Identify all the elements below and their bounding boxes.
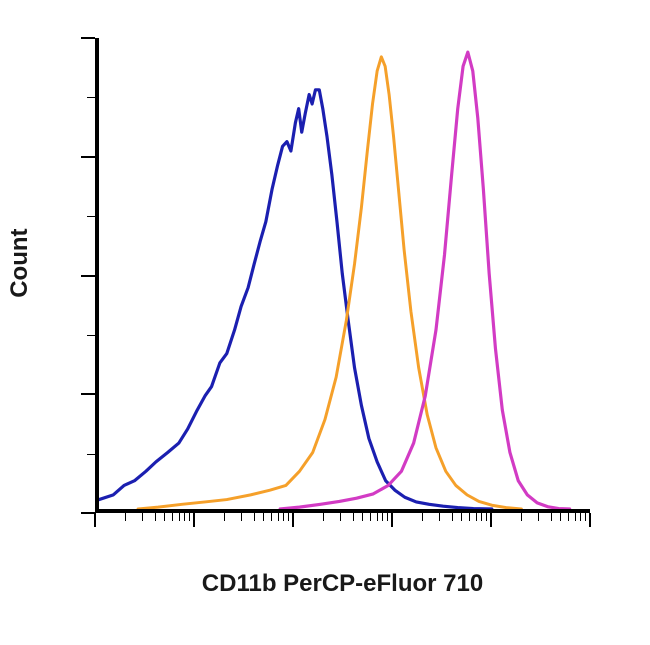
x-tick-minor (241, 513, 242, 521)
x-tick-minor (469, 513, 470, 521)
plot-svg (99, 38, 590, 509)
x-tick-minor (439, 513, 440, 521)
x-tick-minor (575, 513, 576, 521)
x-tick-minor (452, 513, 453, 521)
x-tick-minor (125, 513, 126, 521)
x-tick-minor (340, 513, 341, 521)
y-tick-minor (87, 335, 95, 336)
x-tick-minor (224, 513, 225, 521)
plot-frame (95, 38, 590, 513)
x-tick-minor (382, 513, 383, 521)
y-tick-minor (87, 216, 95, 217)
y-tick-major (81, 393, 95, 395)
x-tick-minor (155, 513, 156, 521)
x-tick-minor (288, 513, 289, 521)
y-tick-major (81, 275, 95, 277)
x-tick-minor (179, 513, 180, 521)
y-tick-major (81, 37, 95, 39)
x-tick-major (490, 513, 492, 527)
series-sample-orange (138, 57, 521, 509)
x-tick-major (589, 513, 591, 527)
x-tick-minor (283, 513, 284, 521)
x-tick-minor (422, 513, 423, 521)
y-tick-major (81, 512, 95, 514)
x-tick-minor (377, 513, 378, 521)
x-tick-minor (142, 513, 143, 521)
x-tick-major (391, 513, 393, 527)
x-tick-minor (580, 513, 581, 521)
x-tick-minor (568, 513, 569, 521)
x-tick-minor (271, 513, 272, 521)
x-tick-minor (476, 513, 477, 521)
x-tick-minor (538, 513, 539, 521)
x-tick-minor (323, 513, 324, 521)
x-tick-minor (184, 513, 185, 521)
x-tick-major (292, 513, 294, 527)
y-tick-minor (87, 454, 95, 455)
chart-container: Count CD11b PerCP-eFluor 710 (0, 0, 650, 645)
x-tick-minor (172, 513, 173, 521)
series-control-blue (99, 90, 492, 509)
x-tick-minor (254, 513, 255, 521)
x-tick-major (193, 513, 195, 527)
x-tick-minor (461, 513, 462, 521)
x-tick-minor (263, 513, 264, 521)
x-tick-minor (278, 513, 279, 521)
x-tick-minor (387, 513, 388, 521)
x-tick-minor (486, 513, 487, 521)
x-tick-minor (560, 513, 561, 521)
x-axis-label: CD11b PerCP-eFluor 710 (95, 570, 590, 598)
x-tick-minor (481, 513, 482, 521)
x-tick-minor (521, 513, 522, 521)
x-tick-minor (585, 513, 586, 521)
x-tick-minor (353, 513, 354, 521)
x-tick-minor (362, 513, 363, 521)
x-tick-major (94, 513, 96, 527)
x-tick-minor (189, 513, 190, 521)
y-axis-label: Count (6, 228, 34, 297)
x-tick-minor (370, 513, 371, 521)
x-tick-minor (551, 513, 552, 521)
y-tick-minor (87, 97, 95, 98)
y-tick-major (81, 156, 95, 158)
y-axis-ticks (79, 38, 95, 513)
x-tick-minor (164, 513, 165, 521)
x-axis-ticks (95, 513, 590, 529)
